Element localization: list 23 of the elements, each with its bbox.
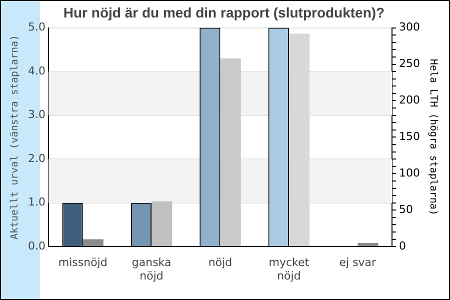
x-tick-label: missnöjd [58,256,108,270]
y2-tick-label: 250 [399,57,420,70]
y-tick-label: 5.0 [28,20,46,34]
y-tick-label: 4.0 [28,64,46,78]
y-axis-title: Aktuellt urval (vänstra staplarna) [10,34,21,240]
y2-tick-label: 200 [399,94,420,107]
y2-tick-label: 50 [399,202,414,216]
y-tick-label: 1.0 [28,196,46,209]
x-tick-label: mycket nöjd [268,256,310,282]
y2-axis-title: Hela LTH (högra staplarna) [427,58,438,216]
y-tick-label: 2.0 [28,152,46,165]
y2-tick-label: 150 [399,130,420,144]
y-tick-label: 0.0 [28,239,46,252]
y2-tick-label: 0 [399,239,406,252]
y2-tick-label: 100 [399,166,420,180]
chart-title: Hur nöjd är du med din rapport (slutprodukten)? [63,4,385,20]
bar [82,239,104,246]
y-tick-label: 3.0 [28,108,46,122]
bar [358,242,378,246]
x-tick-label: ganska nöjd [132,256,172,282]
x-tick-label: nöjd [208,256,232,270]
y2-tick-label: 300 [399,20,420,34]
x-tick-label: ej svar [339,256,377,270]
